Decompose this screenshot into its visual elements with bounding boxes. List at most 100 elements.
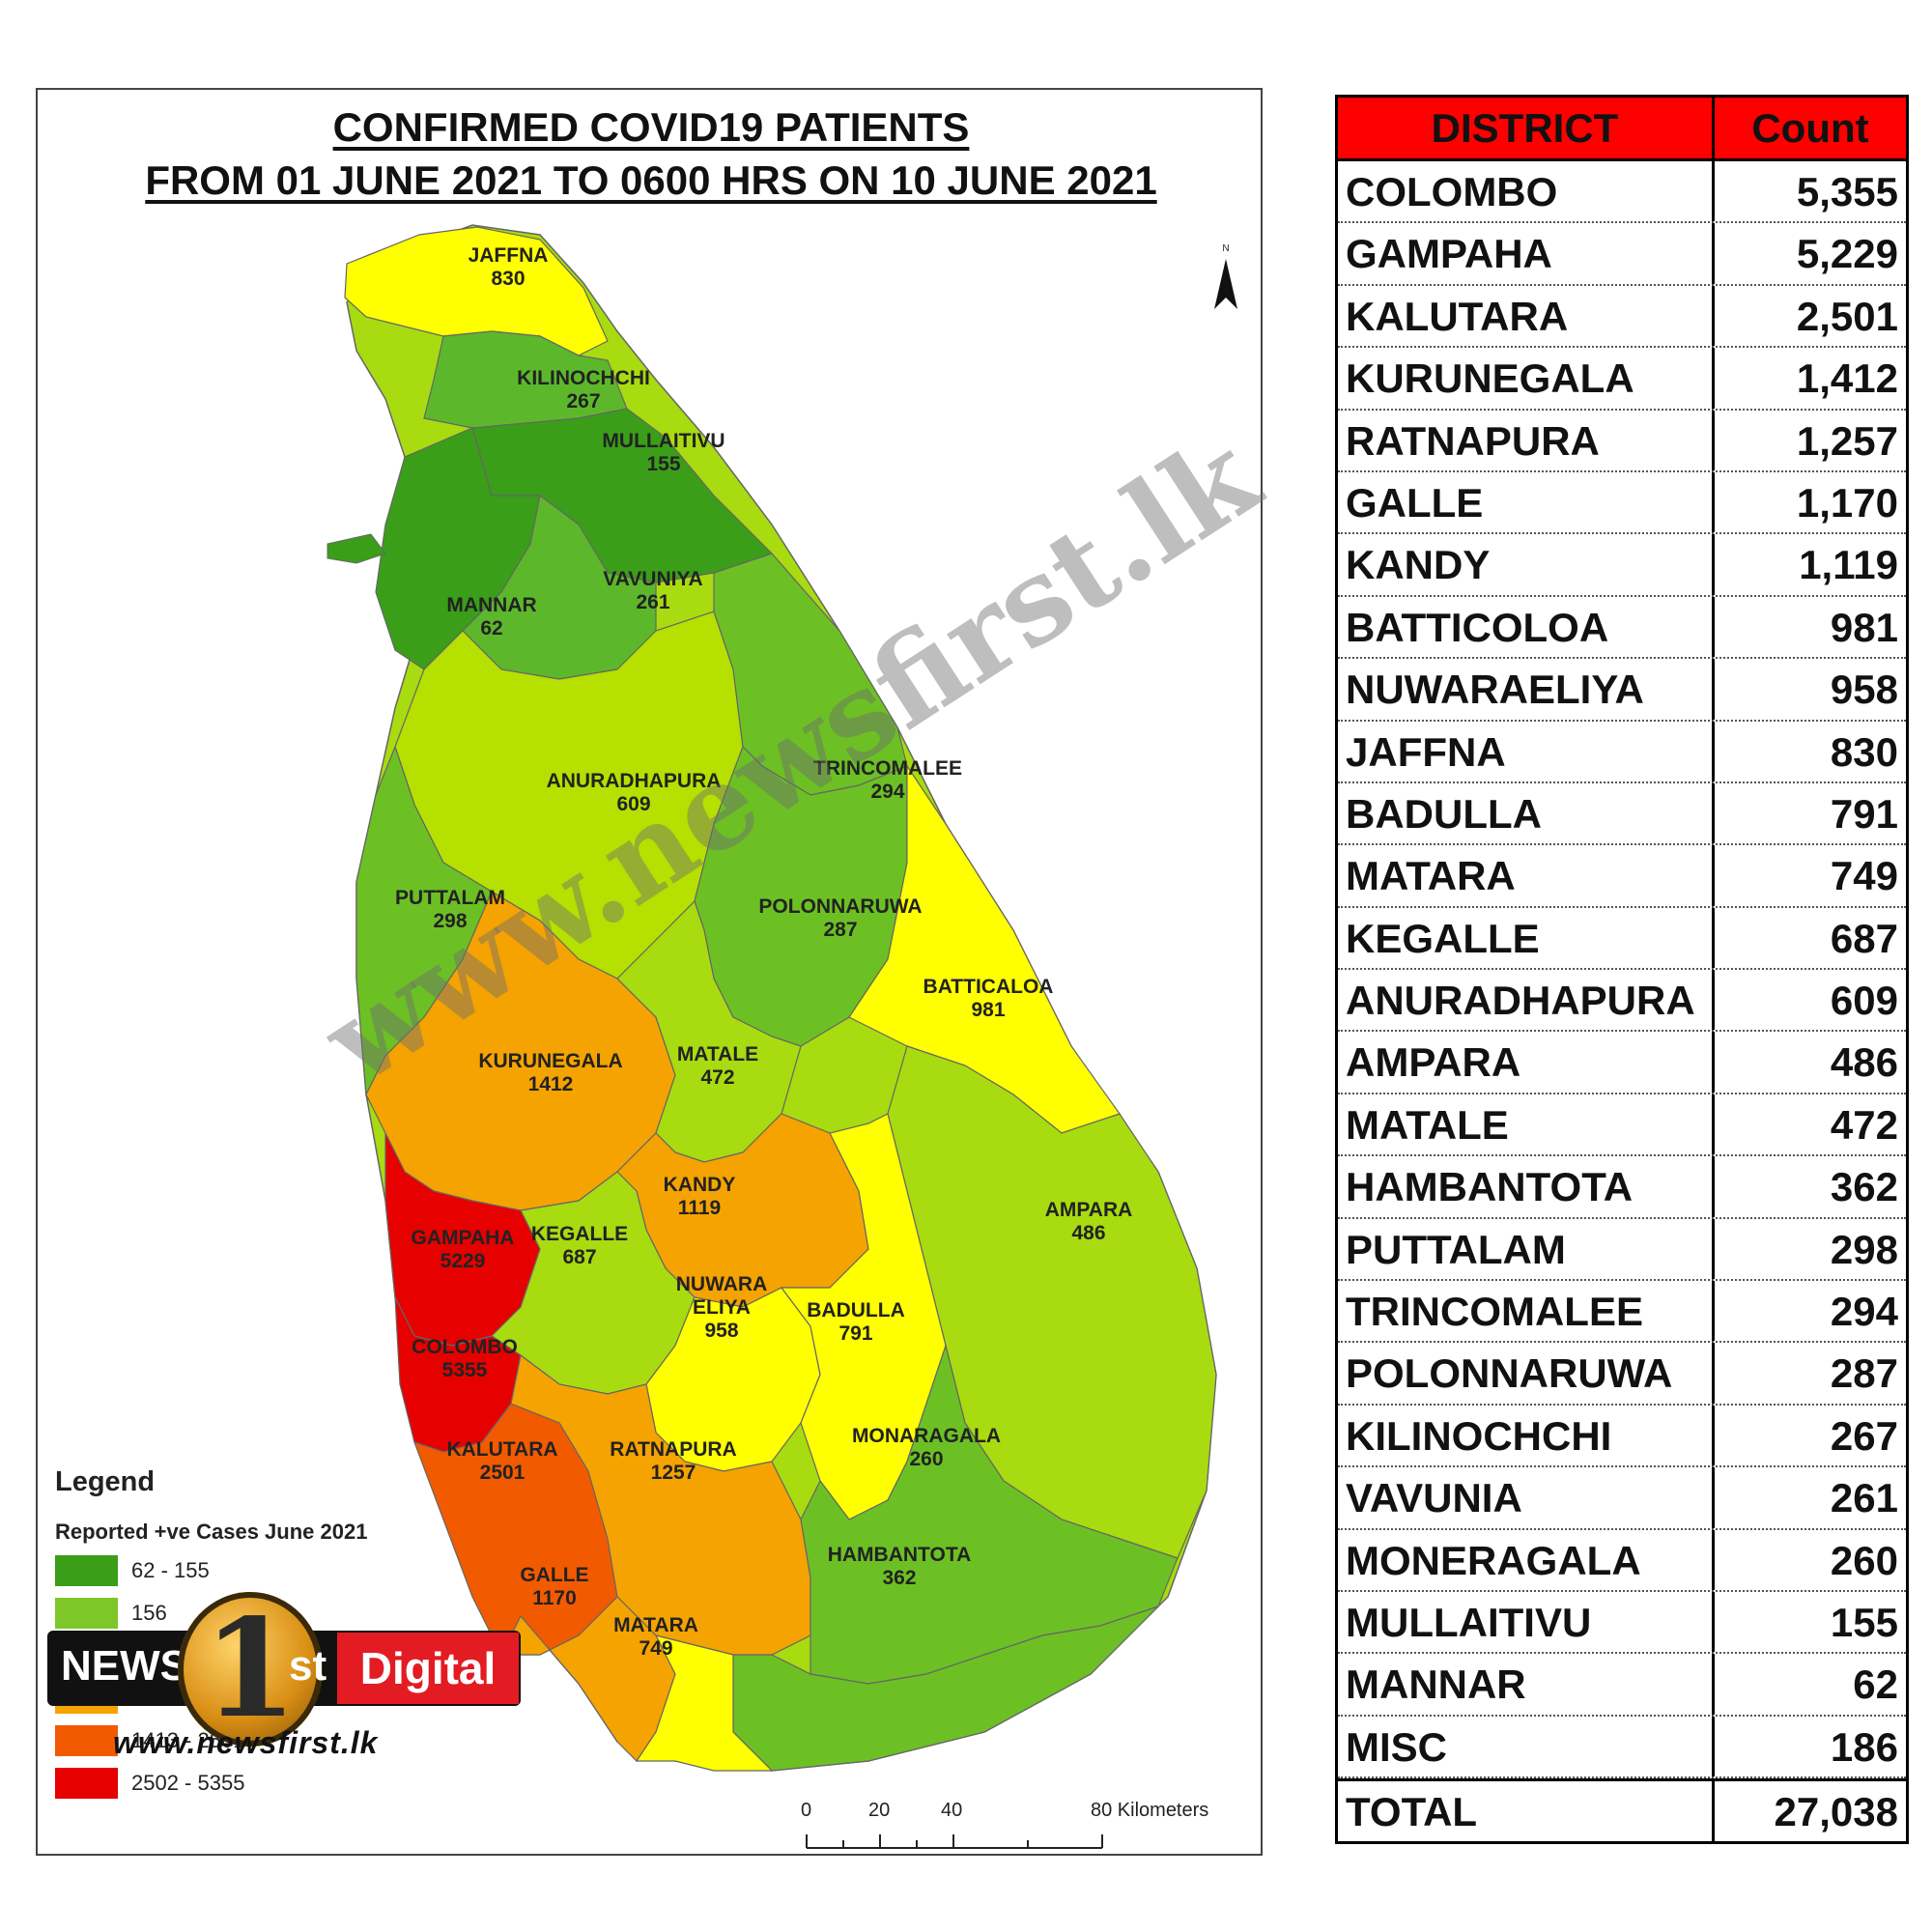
row-count: 362 xyxy=(1830,1164,1898,1210)
row-count: 958 xyxy=(1830,667,1898,713)
table-row: KURUNEGALA 1,412 xyxy=(1338,348,1906,411)
region-matale xyxy=(616,899,802,1163)
header-count: Count xyxy=(1751,105,1869,151)
district-label-value: 155 xyxy=(646,453,680,475)
legend-swatch xyxy=(55,1554,118,1586)
row-count: 261 xyxy=(1830,1475,1898,1521)
table-row: MULLAITIVU 155 xyxy=(1338,1591,1906,1655)
table-row: BADULLA 791 xyxy=(1338,782,1906,846)
map-title: CONFIRMED COVID19 PATIENTS FROM 01 JUNE … xyxy=(38,101,1264,208)
table-row: COLOMBO 5,355 xyxy=(1338,161,1906,224)
row-district: MONERAGALA xyxy=(1338,1529,1715,1590)
row-district: MATALE xyxy=(1338,1094,1715,1155)
table-row: BATTICOLOA 981 xyxy=(1338,596,1906,660)
legend-swatch xyxy=(55,1767,118,1799)
row-count: 472 xyxy=(1830,1101,1898,1148)
table-row: TRINCOMALEE 294 xyxy=(1338,1281,1906,1344)
row-count: 186 xyxy=(1830,1723,1898,1770)
row-district: GALLE xyxy=(1338,471,1715,533)
row-district: BATTICOLOA xyxy=(1338,596,1715,658)
table-row: MONERAGALA 260 xyxy=(1338,1529,1906,1592)
logo-news-text: NEWS xyxy=(61,1642,188,1690)
district-label-value: 486 xyxy=(1071,1222,1105,1244)
row-count: 609 xyxy=(1830,978,1898,1024)
district-label-name: ANURADHAPURA xyxy=(547,770,722,792)
legend-item: 156 xyxy=(55,1596,367,1630)
row-count: 791 xyxy=(1830,790,1898,837)
table-row: KANDY 1,119 xyxy=(1338,534,1906,597)
table-row: MATARA 749 xyxy=(1338,845,1906,908)
row-count: 267 xyxy=(1830,1412,1898,1459)
district-label-name: VAVUNIYA xyxy=(603,568,702,590)
district-label-name: AMPARA xyxy=(1045,1199,1133,1221)
district-label-name: KURUNEGALA xyxy=(478,1050,622,1072)
region-hambantota xyxy=(732,1605,1159,1772)
district-label-extra: 958 xyxy=(704,1320,738,1342)
row-district: VAVUNIA xyxy=(1338,1467,1715,1528)
row-district: GAMPAHA xyxy=(1338,223,1715,284)
district-label-value: ELIYA xyxy=(693,1296,751,1319)
row-district: RATNAPURA xyxy=(1338,410,1715,470)
district-label-name: KALUTARA xyxy=(446,1438,557,1461)
district-label-value: 791 xyxy=(838,1322,872,1345)
legend-subtitle: Reported +ve Cases June 2021 xyxy=(55,1520,368,1544)
table-row: JAFFNA 830 xyxy=(1338,721,1906,783)
table-row: NUWARAELIYA 958 xyxy=(1338,659,1906,722)
row-count: 298 xyxy=(1830,1226,1898,1272)
district-label-name: KANDY xyxy=(664,1174,736,1196)
row-district: MANNAR xyxy=(1338,1654,1715,1715)
table-row: ANURADHAPURA 609 xyxy=(1338,970,1906,1033)
scale-tick-20: 20 xyxy=(868,1800,891,1821)
row-district: POLONNARUWA xyxy=(1338,1343,1715,1404)
district-label-value: 298 xyxy=(433,910,467,932)
logo-digital-text: Digital xyxy=(337,1633,519,1704)
row-district: KALUTARA xyxy=(1338,285,1715,347)
district-label-name: RATNAPURA xyxy=(610,1438,736,1461)
row-district: HAMBANTOTA xyxy=(1338,1156,1715,1217)
north-arrow-icon: N xyxy=(1214,243,1237,309)
district-label-name: PUTTALAM xyxy=(395,887,505,909)
district-label-value: 260 xyxy=(909,1448,943,1470)
district-label-name: MATALE xyxy=(677,1043,758,1065)
table-row: VAVUNIA 261 xyxy=(1338,1467,1906,1530)
table-row: AMPARA 486 xyxy=(1338,1032,1906,1094)
row-district: MISC xyxy=(1338,1716,1715,1777)
row-count: 5,229 xyxy=(1796,231,1898,277)
district-label-value: 830 xyxy=(491,268,525,290)
row-count: 62 xyxy=(1853,1662,1898,1708)
legend-swatch xyxy=(55,1724,118,1756)
district-label-value: 687 xyxy=(562,1246,596,1268)
table-row: PUTTALAM 298 xyxy=(1338,1218,1906,1282)
row-count: 687 xyxy=(1830,915,1898,961)
logo-url: www.newsfirst.lk xyxy=(113,1725,379,1760)
district-label-value: 1170 xyxy=(532,1587,577,1609)
legend-label: 2502 - 5355 xyxy=(131,1770,245,1795)
row-district: TRINCOMALEE xyxy=(1338,1281,1715,1342)
row-district: COLOMBO xyxy=(1338,161,1715,222)
table-row: MISC 186 xyxy=(1338,1716,1906,1779)
district-label-value: 472 xyxy=(700,1066,734,1089)
row-district: KURUNEGALA xyxy=(1338,348,1715,409)
scale-tick-40: 40 xyxy=(941,1800,963,1821)
table-row: MATALE 472 xyxy=(1338,1094,1906,1157)
district-label-value: 2501 xyxy=(480,1462,526,1484)
row-district: JAFFNA xyxy=(1338,721,1715,781)
row-district: NUWARAELIYA xyxy=(1338,659,1715,720)
district-label-name: BADULLA xyxy=(807,1299,904,1321)
district-label-name: KILINOCHCHI xyxy=(517,367,650,389)
district-label-name: MONARAGALA xyxy=(852,1425,1001,1447)
legend-item: 2502 - 5355 xyxy=(55,1766,367,1800)
legend-label: 62 - 155 xyxy=(131,1557,210,1582)
table-row: POLONNARUWA 287 xyxy=(1338,1343,1906,1406)
row-count: 981 xyxy=(1830,604,1898,650)
row-count: 287 xyxy=(1830,1350,1898,1397)
table-total-row: TOTAL 27,038 xyxy=(1338,1778,1906,1841)
logo-one-number: 1 xyxy=(203,1590,298,1748)
row-district: KANDY xyxy=(1338,534,1715,595)
district-label-value: 287 xyxy=(823,919,857,941)
total-count: 27,038 xyxy=(1774,1789,1898,1835)
table-header-row: DISTRICT Count xyxy=(1338,98,1906,161)
row-district: KEGALLE xyxy=(1338,907,1715,969)
